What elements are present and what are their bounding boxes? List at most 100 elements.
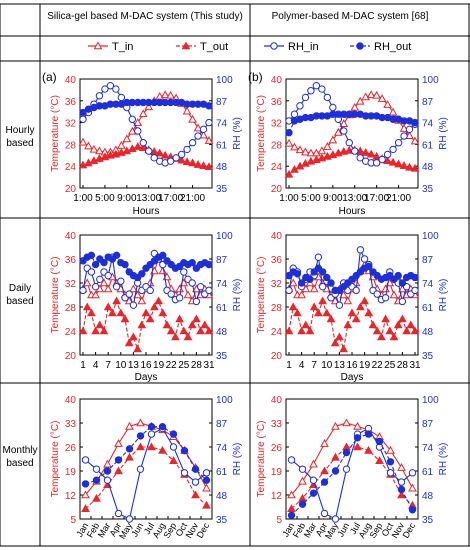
- point-T_out: [389, 332, 399, 341]
- point-T_out: [301, 320, 311, 329]
- point-RH_out: [158, 422, 167, 431]
- x-tick-label: 9:00: [323, 193, 343, 204]
- rh-tick-label: 74: [422, 279, 434, 290]
- point-T_in: [301, 147, 310, 156]
- rh-tick-label: 100: [422, 75, 439, 86]
- point-RH_in: [383, 150, 392, 159]
- point-T_in: [377, 94, 387, 102]
- point-T_out: [82, 302, 92, 311]
- rh-tick-label: 74: [422, 119, 434, 130]
- point-T_out: [202, 500, 211, 509]
- point-T_out: [405, 162, 414, 171]
- point-T_out: [361, 148, 371, 156]
- x-axis-label: Hours: [133, 206, 160, 217]
- panel-hourly-left: 20 24 28 32 36 40 35 48 61 74 87 100 Temperature (°C…: [42, 70, 243, 217]
- rh-axis-label: RH (%): [232, 279, 243, 312]
- point-T_in: [138, 109, 148, 118]
- point-RH_in: [389, 145, 397, 154]
- point-RH_in: [342, 465, 351, 473]
- rh-tick-label: 61: [216, 140, 228, 151]
- point-T_in: [366, 90, 376, 99]
- point-RH_in: [331, 515, 340, 523]
- point-T_in: [160, 90, 170, 99]
- point-T_out: [124, 338, 134, 347]
- x-tick-label: 1: [80, 360, 86, 371]
- point-RH_in: [81, 456, 90, 464]
- point-RH_in: [134, 127, 142, 135]
- point-T_in: [84, 141, 93, 150]
- header-left: Silica-gel based M-DAC system (This stud…: [47, 11, 243, 22]
- point-T_out: [187, 320, 197, 329]
- point-T_out: [122, 146, 132, 155]
- point-RH_in: [114, 509, 123, 518]
- point-RH_in: [79, 286, 87, 295]
- x-tick-label: 10: [321, 360, 333, 371]
- x-tick-label: 7: [311, 360, 317, 371]
- x-tick-label: 13: [334, 360, 346, 371]
- temp-tick-label: 33: [65, 419, 77, 430]
- point-T_in: [355, 96, 365, 105]
- x-tick-label: 16: [346, 360, 358, 371]
- point-T_out: [398, 314, 407, 323]
- point-RH_in: [188, 139, 197, 147]
- point-RH_in: [180, 268, 188, 276]
- temp-tick-label: 28: [65, 140, 77, 151]
- point-T_in: [193, 123, 203, 132]
- rh-tick-label: 100: [422, 231, 439, 242]
- series-line-RH_in: [291, 427, 413, 520]
- point-T_out: [344, 145, 354, 154]
- x-tick-label: 22: [166, 360, 178, 371]
- point-T_out: [84, 158, 93, 167]
- point-RH_out: [81, 480, 90, 488]
- row-label-daily-1: Daily: [9, 283, 31, 294]
- point-RH_in: [87, 268, 96, 276]
- rh-tick-label: 100: [216, 231, 233, 242]
- point-RH_in: [192, 297, 201, 306]
- point-RH_out: [408, 506, 417, 514]
- temp-tick-label: 5: [70, 515, 76, 526]
- panel-monthly-left: 5 12 19 26 33 40 35 48 61 74 87 100 Temperature (°C)…: [50, 395, 243, 541]
- point-T_out: [137, 320, 147, 329]
- point-RH_in: [95, 92, 104, 100]
- point-T_in: [405, 131, 414, 139]
- point-RH_out: [309, 489, 318, 497]
- x-tick-label: Jul: [348, 521, 362, 536]
- point-RH_in: [386, 469, 395, 477]
- point-RH_in: [79, 115, 87, 123]
- point-T_out: [89, 156, 99, 165]
- x-tick-label: 7: [105, 360, 111, 371]
- point-T_in: [99, 278, 109, 287]
- point-T_out: [99, 326, 109, 335]
- point-T_in: [288, 278, 298, 287]
- point-T_out: [160, 150, 170, 159]
- point-T_out: [192, 314, 201, 323]
- panel-hourly-right: 20 24 28 32 36 40 35 48 61 74 87 100 Temperature (°C…: [248, 70, 449, 217]
- temp-tick-label: 40: [271, 395, 283, 406]
- legend-label-T_out: T_out: [200, 41, 228, 53]
- x-tick-label: 1: [286, 360, 292, 371]
- rh-axis-label: RH (%): [438, 117, 449, 150]
- point-T_in: [204, 136, 214, 144]
- temp-tick-label: 28: [65, 303, 77, 314]
- point-T_out: [182, 157, 192, 166]
- temp-tick-label: 33: [271, 419, 283, 430]
- point-RH_in: [285, 286, 293, 295]
- rh-tick-label: 35: [422, 351, 434, 362]
- point-T_in: [333, 127, 343, 136]
- table-grid: [0, 3, 470, 547]
- x-tick-label: 28: [191, 360, 203, 371]
- rh-tick-label: 48: [422, 327, 434, 338]
- temp-tick-label: 32: [271, 119, 283, 130]
- point-RH_out: [353, 434, 362, 442]
- point-RH_out: [100, 258, 108, 267]
- point-RH_in: [378, 155, 386, 164]
- point-T_out: [129, 332, 138, 341]
- point-RH_in: [150, 154, 158, 162]
- point-T_in: [202, 483, 211, 492]
- x-tick-label: 21:00: [180, 193, 205, 204]
- point-T_out: [138, 143, 148, 151]
- x-tick-label: 4: [93, 360, 99, 371]
- point-T_in: [91, 290, 100, 299]
- point-T_out: [406, 320, 416, 329]
- temp-tick-label: 32: [65, 279, 77, 290]
